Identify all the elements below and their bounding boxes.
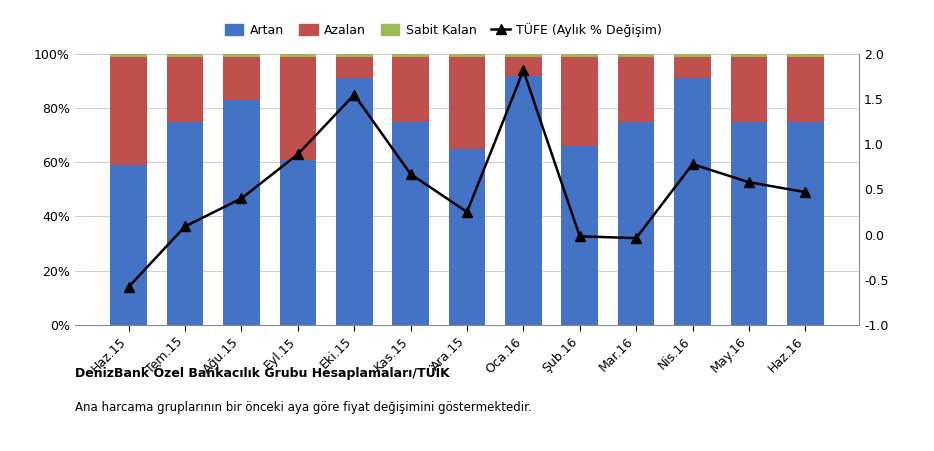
TÜFE (Aylık % Değişim) — [517, 68, 529, 73]
Bar — [505, 57, 542, 76]
TÜFE (Aylık % Değişim) — [686, 161, 698, 167]
TÜFE (Aylık % Değişim) — [800, 189, 811, 195]
Bar — [110, 165, 147, 325]
Bar — [561, 57, 598, 146]
Bar — [505, 54, 542, 57]
Bar — [448, 149, 486, 325]
TÜFE (Aylık % Değişim) — [405, 171, 417, 177]
Bar — [787, 54, 824, 57]
Bar — [674, 57, 711, 78]
TÜFE (Aylık % Değişim) — [236, 196, 248, 201]
Line: TÜFE (Aylık % Değişim): TÜFE (Aylık % Değişim) — [124, 65, 810, 292]
Bar — [730, 57, 767, 122]
Bar — [730, 122, 767, 325]
Bar — [617, 54, 655, 57]
Bar — [336, 78, 373, 325]
Bar — [392, 122, 429, 325]
Bar — [110, 54, 147, 57]
TÜFE (Aylık % Değişim) — [292, 152, 304, 157]
TÜFE (Aylık % Değişim) — [630, 235, 642, 241]
TÜFE (Aylık % Değişim) — [348, 92, 360, 97]
Bar — [674, 78, 711, 325]
Bar — [561, 146, 598, 325]
Text: DenizBank Özel Bankacılık Grubu Hesaplamaları/TÜİK: DenizBank Özel Bankacılık Grubu Hesaplam… — [75, 365, 449, 380]
Bar — [617, 122, 655, 325]
TÜFE (Aylık % Değişim) — [123, 284, 134, 290]
Bar — [787, 57, 824, 122]
TÜFE (Aylık % Değişim) — [179, 224, 191, 229]
Bar — [730, 54, 767, 57]
Bar — [787, 122, 824, 325]
Bar — [505, 76, 542, 325]
Bar — [279, 57, 317, 160]
Legend: Artan, Azalan, Sabit Kalan, TÜFE (Aylık % Değişim): Artan, Azalan, Sabit Kalan, TÜFE (Aylık … — [225, 23, 662, 37]
Bar — [392, 54, 429, 57]
Text: Ana harcama gruplarının bir önceki aya göre fiyat değişimini göstermektedir.: Ana harcama gruplarının bir önceki aya g… — [75, 401, 531, 414]
Bar — [336, 54, 373, 57]
Bar — [223, 57, 260, 100]
Bar — [110, 57, 147, 165]
Bar — [167, 122, 204, 325]
Bar — [336, 57, 373, 78]
Bar — [674, 54, 711, 57]
Bar — [279, 160, 317, 325]
Bar — [223, 100, 260, 325]
Bar — [448, 57, 486, 149]
TÜFE (Aylık % Değişim) — [574, 234, 586, 239]
Bar — [561, 54, 598, 57]
TÜFE (Aylık % Değişim) — [743, 179, 755, 185]
Bar — [223, 54, 260, 57]
Bar — [279, 54, 317, 57]
TÜFE (Aylık % Değişim) — [461, 209, 473, 215]
Bar — [448, 54, 486, 57]
Bar — [617, 57, 655, 122]
Bar — [167, 57, 204, 122]
Bar — [167, 54, 204, 57]
Bar — [392, 57, 429, 122]
